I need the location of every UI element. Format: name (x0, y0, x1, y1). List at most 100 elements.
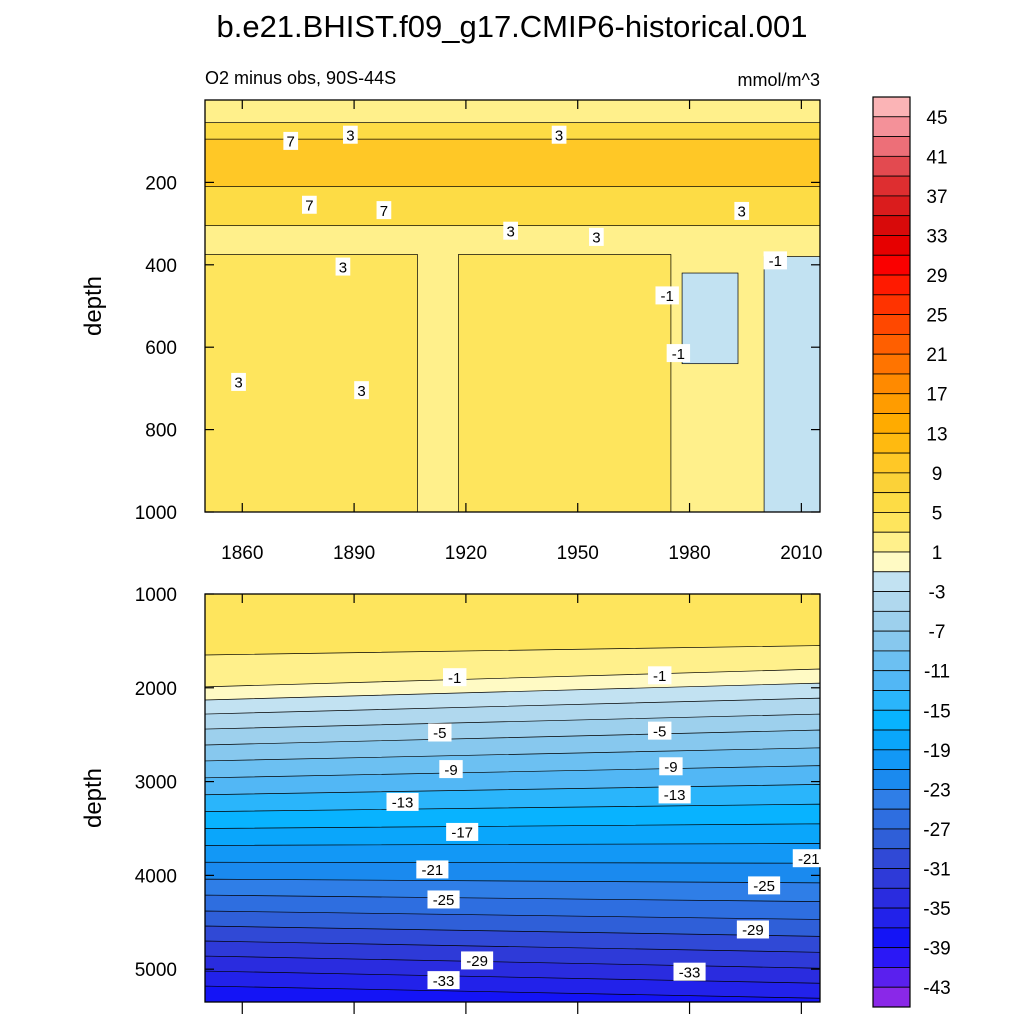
colorbar-label: -23 (923, 780, 950, 801)
upper-x-tick-label: 1950 (557, 543, 599, 564)
upper-panel: O2 minus obs, 90S-44S mmol/m^3 1860 1890 1… (80, 68, 823, 564)
colorbar-swatch (872, 848, 911, 869)
colorbar-label: 29 (926, 266, 947, 287)
contour-label: 3 (339, 259, 347, 276)
colorbar-swatch (872, 749, 911, 771)
colorbar-swatch (872, 314, 911, 335)
contour-label-box (763, 251, 787, 270)
colorbar-swatch (872, 690, 911, 711)
contour-label-box (376, 201, 392, 220)
colorbar-label: 25 (926, 306, 947, 327)
contour-label: -5 (433, 725, 446, 742)
contour-label: -9 (664, 759, 677, 776)
colorbar-swatch (872, 729, 911, 751)
contour-label-box (659, 757, 683, 776)
colorbar-swatch (872, 136, 911, 157)
upper-units: mmol/m^3 (738, 70, 820, 90)
contour-label-box (589, 227, 604, 246)
lower-y-tick-label: 1000 (135, 585, 177, 606)
contour-label: -1 (661, 288, 674, 305)
upper-subtitle: O2 minus obs, 90S-44S (205, 68, 396, 88)
upper-contour-labels: 7 3 3 7 7 3 3 3 3 -1 -1 -1 3 3 (231, 125, 787, 400)
colorbar-frame (872, 96, 911, 1008)
contour-label-box (335, 257, 351, 276)
colorbar-swatch (872, 531, 911, 553)
colorbar: 45 41 37 33 29 25 21 17 13 9 5 1 -3 -7 -11 -15 -19 -23 -27… (872, 96, 951, 1008)
contour-label: -5 (653, 723, 666, 740)
figure-title: b.e21.BHIST.f09_g17.CMIP6-historical.001 (216, 9, 807, 44)
colorbar-swatch (872, 808, 911, 830)
contour-label-box (666, 344, 691, 363)
colorbar-label: 37 (926, 187, 947, 208)
contour-label: -13 (664, 787, 686, 804)
contour-label-box (439, 760, 463, 779)
contour-label-box (551, 125, 567, 144)
contour-label: -33 (433, 973, 455, 990)
colorbar-label: 5 (932, 503, 943, 524)
contour-label-box (648, 666, 672, 685)
colorbar-swatch (872, 769, 911, 790)
contour-label: 7 (305, 197, 313, 214)
colorbar-swatch (872, 828, 911, 850)
colorbar-swatch (872, 610, 911, 632)
contour-label-box (503, 221, 518, 240)
upper-y-tick-label: 1000 (135, 503, 177, 524)
colorbar-swatch (872, 432, 911, 454)
colorbar-swatch (872, 630, 911, 652)
colorbar-swatch (872, 650, 911, 672)
upper-y-tick-label: 800 (145, 421, 177, 442)
colorbar-swatch (872, 907, 911, 929)
colorbar-label: 41 (926, 147, 947, 168)
lower-field-band (205, 985, 820, 1002)
contour-label-box (748, 876, 781, 895)
colorbar-swatch (872, 868, 911, 889)
contour-label: -33 (679, 964, 701, 981)
colorbar-label: -35 (923, 899, 950, 920)
upper-field-region (681, 272, 739, 365)
contour-label-box (658, 785, 691, 804)
contour-label: -1 (672, 346, 685, 363)
contour-label: -1 (653, 668, 666, 685)
colorbar-swatch (872, 195, 911, 217)
colorbar-swatch (872, 452, 911, 474)
lower-plot-area (205, 594, 820, 1002)
contour-label-box (648, 721, 672, 740)
contour-label-box (302, 195, 317, 214)
lower-frame (204, 593, 821, 1003)
colorbar-label: -11 (924, 662, 950, 683)
upper-field-region (458, 254, 672, 512)
contour-label-box (428, 723, 452, 742)
contour-label-box (343, 125, 358, 144)
colorbar-label: -39 (923, 939, 950, 960)
colorbar-swatch (872, 333, 911, 355)
contour-label: 3 (357, 383, 365, 400)
lower-ylabel: depth (80, 768, 107, 828)
colorbar-label: 1 (932, 543, 943, 564)
upper-x-tick-label: 1980 (668, 543, 710, 564)
colorbar-swatch (872, 709, 911, 731)
contour-label: -1 (769, 253, 782, 270)
lower-y-tick-label: 3000 (135, 773, 177, 794)
contour-label-box (231, 372, 246, 391)
contour-label: -9 (444, 762, 457, 779)
lower-panel: 1000 2000 3000 4000 5000 -1 -1 -5 -5 -9 -9 -13 -13 -… (80, 585, 825, 1014)
contour-label: -17 (451, 825, 473, 842)
colorbar-swatch (872, 413, 911, 434)
lower-contour-labels: -1 -1-5 -5-9 -9-13 -13-17-21-21-25-25-29-29-… (386, 666, 825, 990)
colorbar-label: 45 (926, 108, 947, 129)
contour-label: -1 (448, 670, 461, 687)
upper-plot-area (205, 100, 820, 512)
colorbar-swatch (872, 492, 911, 513)
contour-label: 3 (592, 230, 600, 247)
colorbar-label: -27 (923, 820, 950, 841)
contour-label: -21 (422, 862, 444, 879)
colorbar-swatch (872, 571, 911, 592)
colorbar-swatch (872, 116, 911, 137)
colorbar-swatch (872, 215, 911, 236)
colorbar-label: -7 (929, 622, 946, 643)
contour-label-box (427, 890, 460, 909)
contour-label: 3 (738, 204, 746, 221)
upper-x-tick-label: 2010 (780, 543, 822, 564)
colorbar-label: -15 (923, 701, 950, 722)
colorbar-swatch (872, 175, 911, 197)
